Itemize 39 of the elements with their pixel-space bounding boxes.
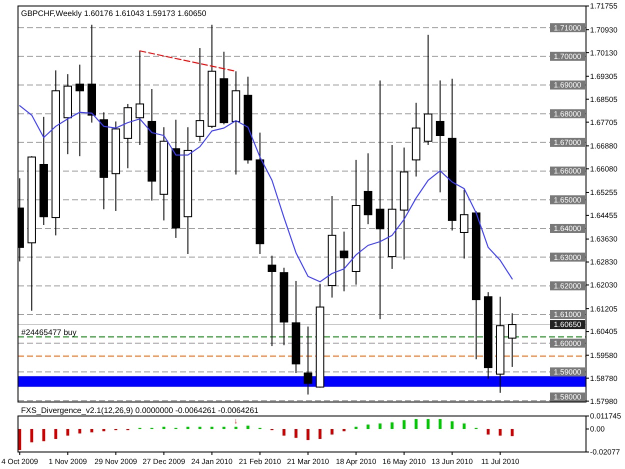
bar [246, 426, 250, 430]
candlestick [304, 326, 312, 396]
bar [222, 426, 226, 430]
bar [354, 426, 358, 430]
candlestick [76, 64, 84, 157]
candlestick [340, 231, 348, 292]
bar [414, 419, 418, 430]
bar [486, 429, 490, 435]
candlestick [460, 189, 468, 260]
chart-title: FXS_Divergence_v2.1(12,26,9) 0.0000000 -0.0064261 -0.0064261 [21, 406, 260, 415]
bar [282, 429, 286, 436]
bar [318, 429, 322, 439]
candlestick [268, 255, 276, 347]
bar [438, 419, 442, 430]
annotation: #24465477 buy [21, 328, 76, 337]
candlestick [508, 312, 516, 368]
bar [462, 423, 466, 430]
bar [378, 423, 382, 430]
candlestick [136, 50, 144, 146]
bar [234, 426, 238, 430]
candlestick [376, 80, 384, 320]
chart-title: GBPCHF,Weekly 1.60176 1.61043 1.59173 1.60650 [21, 9, 207, 18]
bar [402, 420, 406, 430]
bar [162, 426, 166, 430]
annotation: ↓ [234, 416, 238, 426]
bar [306, 429, 310, 440]
bar [210, 426, 214, 430]
bar [366, 424, 370, 430]
bar [90, 429, 94, 432]
candlestick [196, 48, 204, 142]
bar [198, 426, 202, 430]
bar [186, 426, 190, 430]
candlestick [436, 80, 444, 193]
bar [330, 429, 334, 435]
bar [390, 422, 394, 430]
bar [450, 421, 454, 430]
bar [426, 419, 430, 430]
bar [294, 429, 298, 438]
candlestick [364, 152, 372, 225]
